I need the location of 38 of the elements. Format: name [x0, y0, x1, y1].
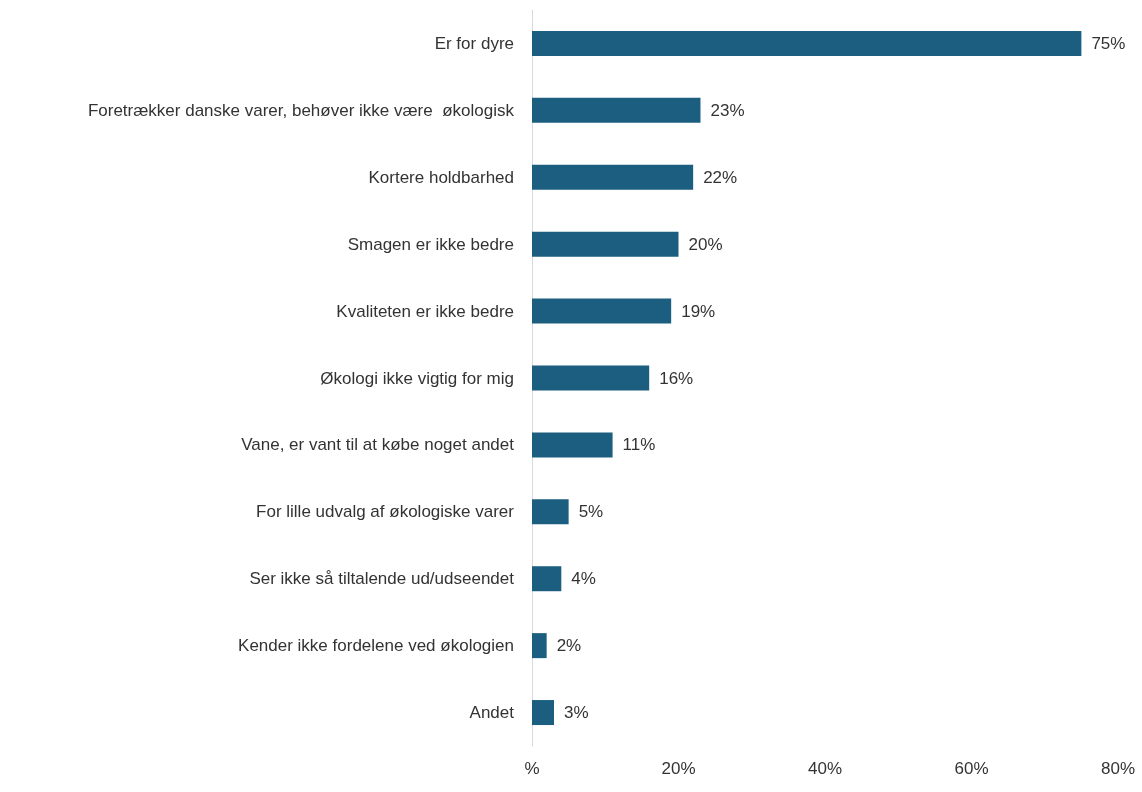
bar	[532, 700, 554, 726]
data-label: 4%	[571, 569, 596, 589]
y-tick-label: Vane, er vant til at købe noget andet	[241, 435, 515, 455]
y-tick-label: Foretrækker danske varer, behøver ikke være økologisk	[87, 100, 515, 120]
bar	[532, 566, 562, 592]
x-tick-label: %	[524, 759, 540, 778]
bar	[532, 298, 672, 324]
x-tick-label: 20%	[661, 759, 696, 778]
bar	[532, 97, 701, 123]
y-tick-label: Kender ikke fordelene ved økologien	[238, 636, 514, 656]
data-label: 16%	[659, 368, 694, 388]
bar	[532, 164, 694, 190]
y-tick-label: Økologi ikke vigtig for mig	[320, 368, 514, 388]
y-tick-label: For lille udvalg af økologiske varer	[256, 502, 515, 522]
data-label: 23%	[710, 100, 745, 120]
y-tick-label: Smagen er ikke bedre	[347, 234, 514, 254]
x-tick-label: 40%	[807, 759, 843, 778]
data-label: 2%	[556, 636, 582, 656]
data-label: 3%	[563, 703, 589, 723]
bar	[532, 432, 613, 458]
x-tick-label: 60%	[954, 759, 989, 778]
y-tick-label: Er for dyre	[434, 33, 514, 53]
y-tick-label: Kortere holdbarhed	[368, 167, 514, 187]
bar	[532, 30, 1082, 56]
data-label: 19%	[681, 301, 716, 321]
data-label: 11%	[622, 435, 656, 455]
bar	[532, 633, 547, 659]
data-label: 5%	[578, 502, 604, 522]
data-label: 75%	[1091, 33, 1126, 53]
data-label: 22%	[703, 167, 738, 187]
x-tick-label: 80%	[1100, 759, 1136, 778]
y-tick-label: Andet	[469, 703, 515, 723]
y-tick-label: Kvaliteten er ikke bedre	[336, 301, 514, 321]
y-tick-label: Ser ikke så tiltalende ud/udseendet	[249, 569, 515, 589]
bar	[532, 365, 650, 391]
data-label: 20%	[688, 234, 723, 254]
bar	[532, 499, 569, 525]
bar	[532, 231, 679, 257]
